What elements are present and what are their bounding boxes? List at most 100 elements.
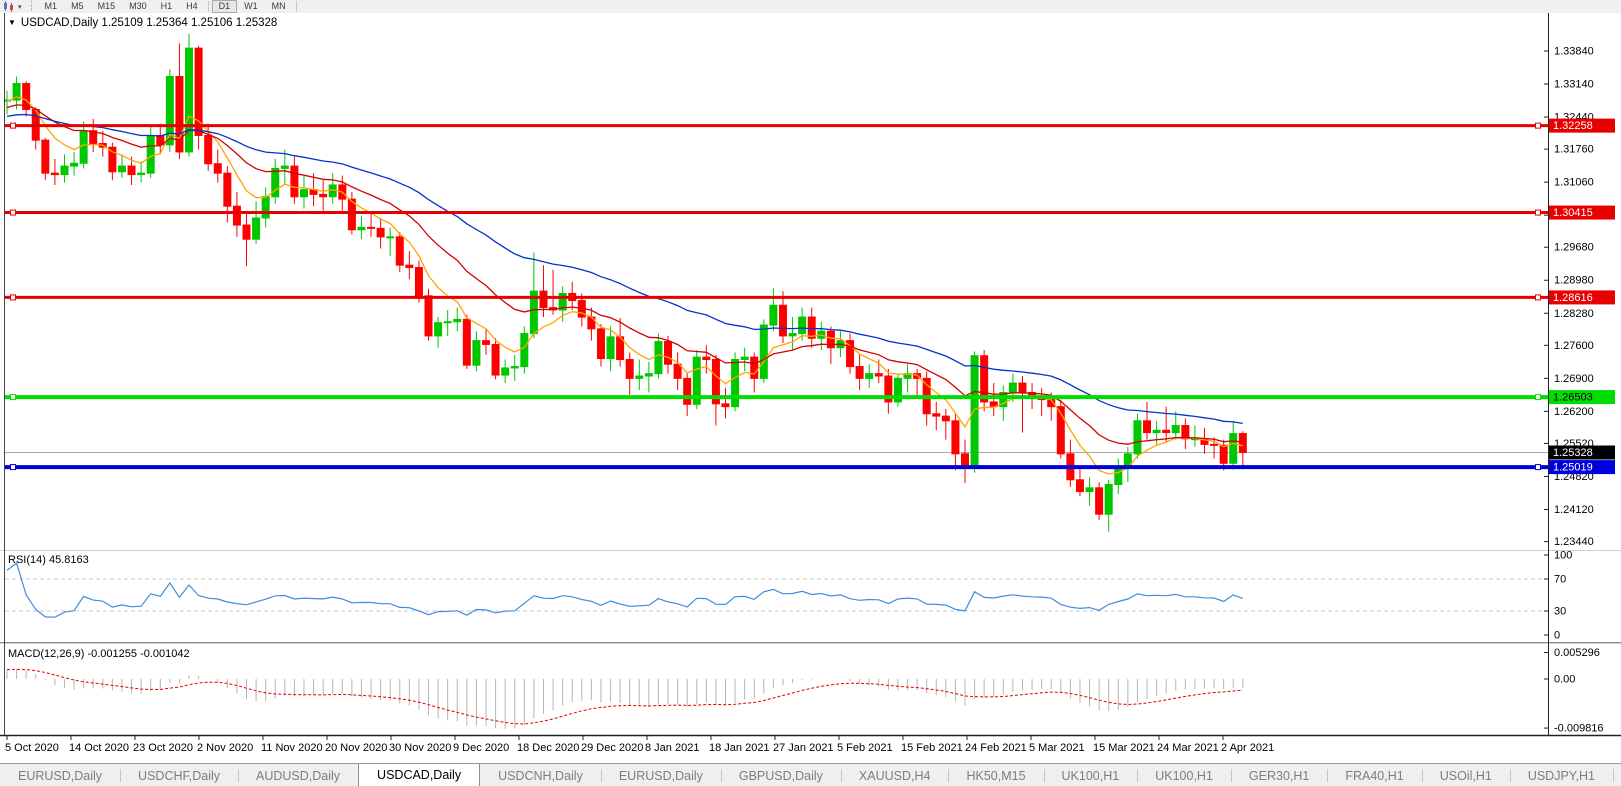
- tab-gbpusd-daily[interactable]: GBPUSD,Daily: [720, 764, 841, 786]
- price-axis-label: 1.31060: [1554, 177, 1594, 189]
- tab-uk100-h1[interactable]: UK100,H1: [1137, 764, 1231, 786]
- date-axis-label: 8 Jan 2021: [645, 742, 699, 754]
- date-axis-label: 15 Feb 2021: [901, 742, 963, 754]
- timeframe-button-mn[interactable]: MN: [271, 1, 286, 11]
- price-axis-label: 1.33140: [1554, 79, 1594, 91]
- tab-hk50-m15[interactable]: HK50,M15: [948, 764, 1043, 786]
- price-axis-label: 1.33840: [1554, 46, 1594, 58]
- price-axis[interactable]: 1.338401.331401.324401.317601.310601.303…: [1544, 46, 1615, 735]
- tab-usoil-h1[interactable]: USOil,H1: [1421, 764, 1510, 786]
- date-axis-label: 11 Nov 2020: [261, 742, 323, 754]
- macd-panel[interactable]: [6, 668, 1244, 729]
- timeframe-button-m30[interactable]: M30: [129, 1, 147, 11]
- date-axis-label: 9 Dec 2020: [453, 742, 509, 754]
- date-axis-label: 27 Jan 2021: [773, 742, 834, 754]
- horizontal-line-1.32258[interactable]: [5, 122, 1548, 129]
- price-badge-1.25019: 1.25019: [1549, 460, 1615, 475]
- current-price-badge: 1.25328: [1549, 445, 1615, 460]
- toolbar-separator: [295, 1, 297, 12]
- macd-axis-label: -0.009816: [1554, 723, 1604, 735]
- timeframe-button-h1[interactable]: H1: [160, 1, 173, 11]
- date-axis-label: 5 Oct 2020: [5, 742, 59, 754]
- date-axis-label: 2 Nov 2020: [197, 742, 253, 754]
- chart-tabs: EURUSD,Daily USDCHF,Daily AUDUSD,Daily USDC…: [0, 764, 1621, 786]
- tab-ger30-h1[interactable]: GER30,H1: [1230, 764, 1327, 786]
- chart-menu-icon[interactable]: ▼: [8, 18, 16, 27]
- date-axis-label: 2 Apr 2021: [1221, 742, 1274, 754]
- date-axis-label: 29 Dec 2020: [581, 742, 643, 754]
- macd-axis-label: 0.005296: [1554, 647, 1600, 659]
- timeframe-button-d1[interactable]: D1: [211, 0, 238, 13]
- svg-text:1.30415: 1.30415: [1553, 207, 1593, 219]
- date-axis-label: 5 Mar 2021: [1029, 742, 1085, 754]
- date-axis-label: 18 Dec 2020: [517, 742, 579, 754]
- price-badge-1.26503: 1.26503: [1549, 390, 1615, 405]
- tab-fra40-h1[interactable]: FRA40,H1: [1327, 764, 1421, 786]
- date-axis-label: 24 Mar 2021: [1157, 742, 1219, 754]
- timeframe-button-w1[interactable]: W1: [244, 1, 258, 11]
- rsi-line: [6, 562, 1244, 618]
- macd-axis-label: 0.00: [1554, 674, 1575, 686]
- tab-dj30-weekly[interactable]: DJ30,Weekly: [1612, 764, 1621, 786]
- candlestick-chart-canvas[interactable]: 1.338401.331401.324401.317601.310601.303…: [0, 13, 1621, 768]
- toolbar-separator: [207, 1, 209, 12]
- date-axis-label: 24 Feb 2021: [965, 742, 1027, 754]
- svg-text:1.28616: 1.28616: [1553, 292, 1593, 304]
- price-axis-label: 1.31760: [1554, 144, 1594, 156]
- tab-usdcnh-daily[interactable]: USDCNH,Daily: [498, 768, 583, 783]
- tab-eurusd-daily[interactable]: EURUSD,Daily: [18, 768, 103, 783]
- date-axis-label: 15 Mar 2021: [1093, 742, 1155, 754]
- timeframe-button-m15[interactable]: M15: [97, 1, 116, 11]
- horizontal-line-1.30415[interactable]: [5, 209, 1548, 216]
- svg-text:1.32258: 1.32258: [1553, 120, 1593, 132]
- svg-text:1.25328: 1.25328: [1553, 447, 1593, 459]
- horizontal-line-1.25019[interactable]: [5, 464, 1548, 471]
- candles-layer: [5, 34, 1247, 532]
- date-axis[interactable]: 5 Oct 2020 14 Oct 2020 23 Oct 2020 2 Nov 20…: [5, 735, 1274, 754]
- timeframe-toolbar: ▾ ┆ M1 M5 M15 M30 H1 H4 D1 W1 MN: [0, 0, 1621, 14]
- price-badge-1.28616: 1.28616: [1549, 290, 1615, 305]
- price-axis-label: 1.26900: [1554, 373, 1594, 385]
- rsi-axis-label: 100: [1554, 550, 1572, 562]
- chart-title: ▼ USDCAD,Daily 1.25109 1.25364 1.25106 1.…: [8, 17, 277, 29]
- date-axis-label: 5 Feb 2021: [837, 742, 893, 754]
- rsi-axis-label: 0: [1554, 630, 1560, 642]
- svg-text:1.26503: 1.26503: [1553, 392, 1593, 404]
- tab-usdcad-daily[interactable]: USDCAD,Daily: [358, 764, 481, 786]
- price-axis-label: 1.28280: [1554, 308, 1594, 320]
- rsi-panel[interactable]: [5, 562, 1548, 618]
- date-axis-label: 20 Nov 2020: [325, 742, 387, 754]
- tab-eurusd-daily[interactable]: EURUSD,Daily: [600, 764, 721, 786]
- main-chart-plot[interactable]: [4, 34, 1549, 532]
- rsi-axis-label: 30: [1554, 606, 1566, 618]
- tab-audusd-daily[interactable]: AUDUSD,Daily: [238, 764, 358, 786]
- rsi-indicator-label: RSI(14) 45.8163: [8, 554, 89, 566]
- chart-type-dropdown-caret[interactable]: ▾: [18, 3, 22, 11]
- timeframe-buttons: M1 M5 M15 M30 H1 H4 D1 W1 MN: [38, 0, 300, 13]
- chart-window[interactable]: 1.338401.331401.324401.317601.310601.303…: [0, 13, 1621, 763]
- rsi-axis-label: 70: [1554, 574, 1566, 586]
- price-axis-label: 1.24120: [1554, 504, 1594, 516]
- timeframe-button-h4[interactable]: H4: [186, 1, 198, 11]
- ma-line-ema-mid[interactable]: [6, 104, 1243, 445]
- chart-title-text: USDCAD,Daily 1.25109 1.25364 1.25106 1.2…: [20, 17, 278, 29]
- timeframe-button-m1[interactable]: M1: [44, 1, 58, 11]
- price-axis-label: 1.28980: [1554, 275, 1594, 287]
- timeframe-button-m5[interactable]: M5: [71, 1, 84, 11]
- ma-line-ema-slow[interactable]: [6, 113, 1243, 425]
- chart-type-icon[interactable]: [3, 1, 17, 12]
- price-axis-label: 1.27600: [1554, 340, 1594, 352]
- horizontal-line-1.28616[interactable]: [5, 294, 1548, 301]
- price-axis-label: 1.29680: [1554, 242, 1594, 254]
- macd-signal-line: [6, 668, 1243, 725]
- horizontal-line-1.26503[interactable]: [5, 394, 1548, 401]
- tab-usdjpy-h1[interactable]: USDJPY,H1: [1509, 764, 1613, 786]
- price-axis-label: 1.26200: [1554, 406, 1594, 418]
- tab-xauusd-h4[interactable]: XAUUSD,H4: [840, 764, 949, 786]
- chart-tab-bar: EURUSD,Daily USDCHF,Daily AUDUSD,Daily USDC…: [0, 763, 1621, 786]
- date-axis-label: 23 Oct 2020: [133, 742, 193, 754]
- tab-usdchf-daily[interactable]: USDCHF,Daily: [120, 764, 238, 786]
- toolbar-grip[interactable]: ┆: [28, 1, 35, 12]
- tab-uk100-h1[interactable]: UK100,H1: [1043, 764, 1138, 786]
